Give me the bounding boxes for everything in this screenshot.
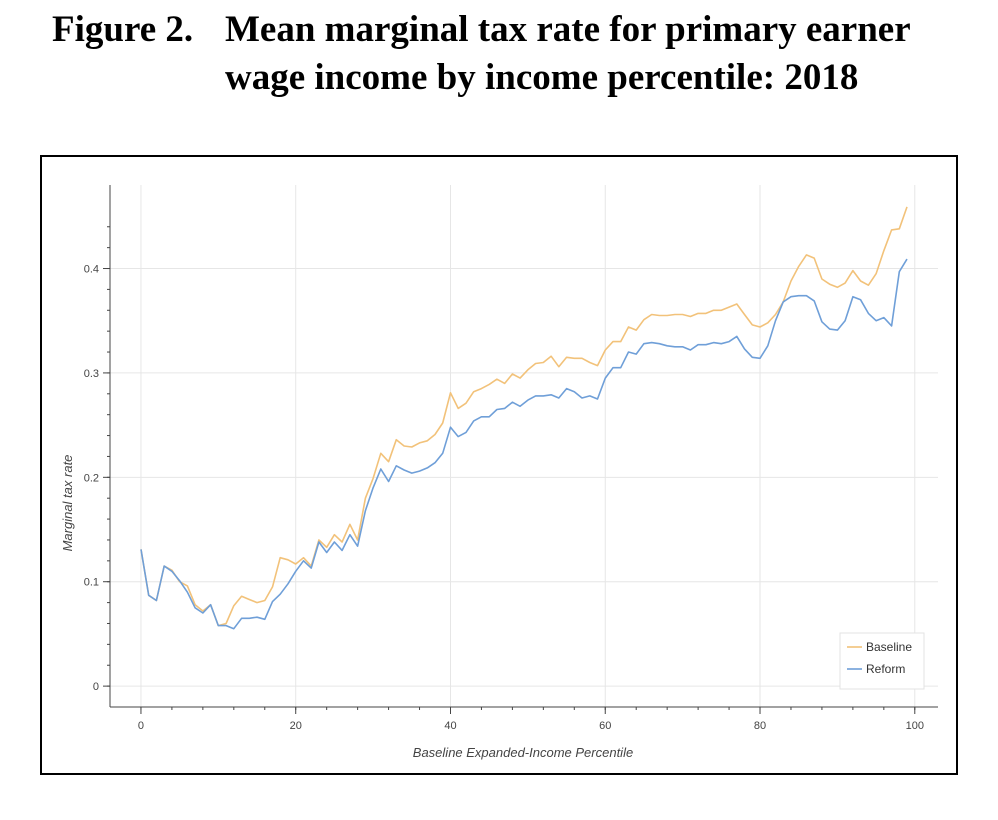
axes: 0 20 40 60 80 100 0 0.1 0.2 0.3 0.4 [84, 185, 938, 732]
x-tick-label: 40 [444, 720, 456, 732]
figure-label: Figure 2. [52, 9, 194, 50]
y-tick-label: 0 [93, 681, 99, 693]
line-chart: 0 20 40 60 80 100 0 0.1 0.2 0.3 0.4 Baseline Reform… [60, 185, 938, 760]
y-tick-label: 0.1 [84, 577, 99, 589]
series-lines [140, 206, 908, 630]
figure-title-text: Mean marginal tax rate for primary earne… [225, 9, 910, 98]
x-tick-label: 100 [906, 720, 924, 732]
y-tick-label: 0.4 [84, 264, 99, 276]
x-tick-label: 80 [754, 720, 766, 732]
chart-frame: 0 20 40 60 80 100 0 0.1 0.2 0.3 0.4 Baseline Reform… [40, 155, 958, 775]
x-tick-label: 20 [290, 720, 302, 732]
legend-label-reform: Reform [866, 662, 905, 676]
y-tick-label: 0.2 [84, 472, 99, 484]
legend: Baseline Reform [839, 632, 925, 690]
legend-label-baseline: Baseline [866, 640, 912, 654]
legend-box [839, 632, 925, 690]
y-tick-label: 0.3 [84, 368, 99, 380]
x-tick-label: 0 [138, 720, 144, 732]
baseline-series-line [140, 206, 908, 627]
grid-lines [110, 185, 938, 707]
reform-series-line [140, 258, 908, 630]
x-tick-label: 60 [599, 720, 611, 732]
y-axis-label: Marginal tax rate [60, 455, 75, 552]
x-axis-label: Baseline Expanded-Income Percentile [413, 745, 633, 760]
